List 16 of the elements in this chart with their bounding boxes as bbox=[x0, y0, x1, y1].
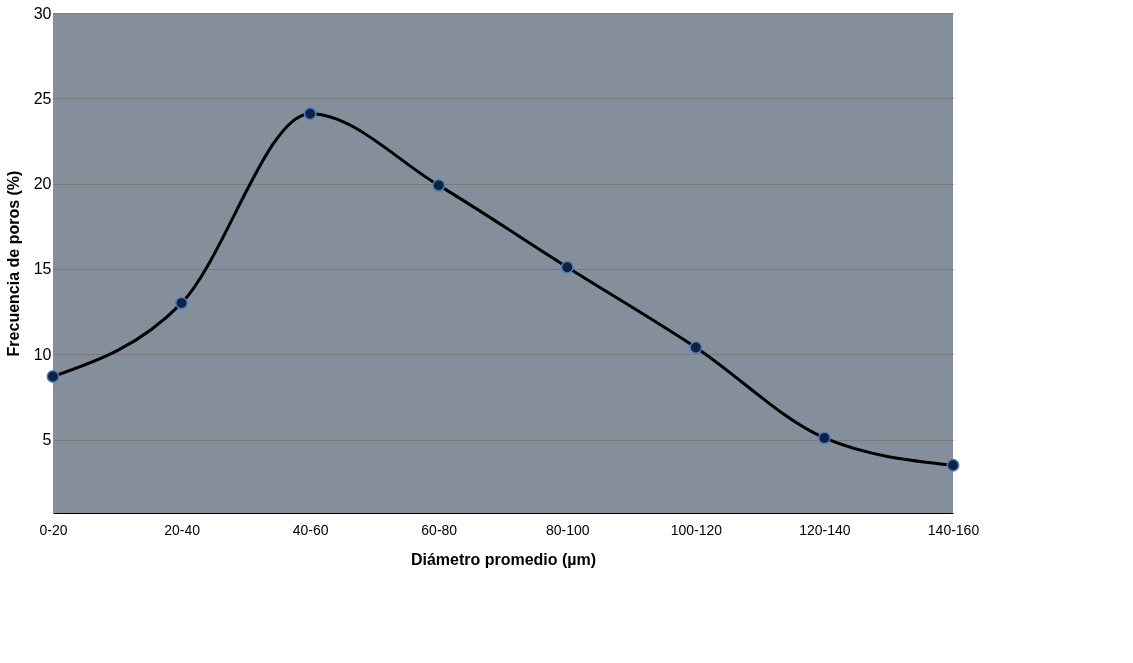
y-tick-label: 10 bbox=[33, 345, 52, 363]
x-axis-title: Diámetro promedio (µm) bbox=[410, 550, 597, 568]
x-tick-label: 40-60 bbox=[292, 521, 329, 538]
y-tick-label: 25 bbox=[33, 89, 52, 107]
x-tick-label: 20-40 bbox=[164, 521, 201, 538]
x-tick-label: 120-140 bbox=[799, 521, 851, 538]
x-tick-label: 100-120 bbox=[670, 521, 723, 538]
y-tick-label: 5 bbox=[42, 431, 52, 449]
x-tick-label: 80-100 bbox=[545, 521, 590, 538]
y-tick-label: 15 bbox=[33, 260, 52, 278]
y-axis-title: Frecuencia de poros (%) bbox=[4, 170, 22, 357]
x-tick-label: 60-80 bbox=[421, 521, 458, 538]
x-tick-label: 0-20 bbox=[39, 521, 68, 538]
x-tick-label: 140-160 bbox=[927, 521, 980, 538]
y-tick-label: 30 bbox=[33, 4, 52, 22]
y-tick-label: 20 bbox=[33, 175, 52, 193]
